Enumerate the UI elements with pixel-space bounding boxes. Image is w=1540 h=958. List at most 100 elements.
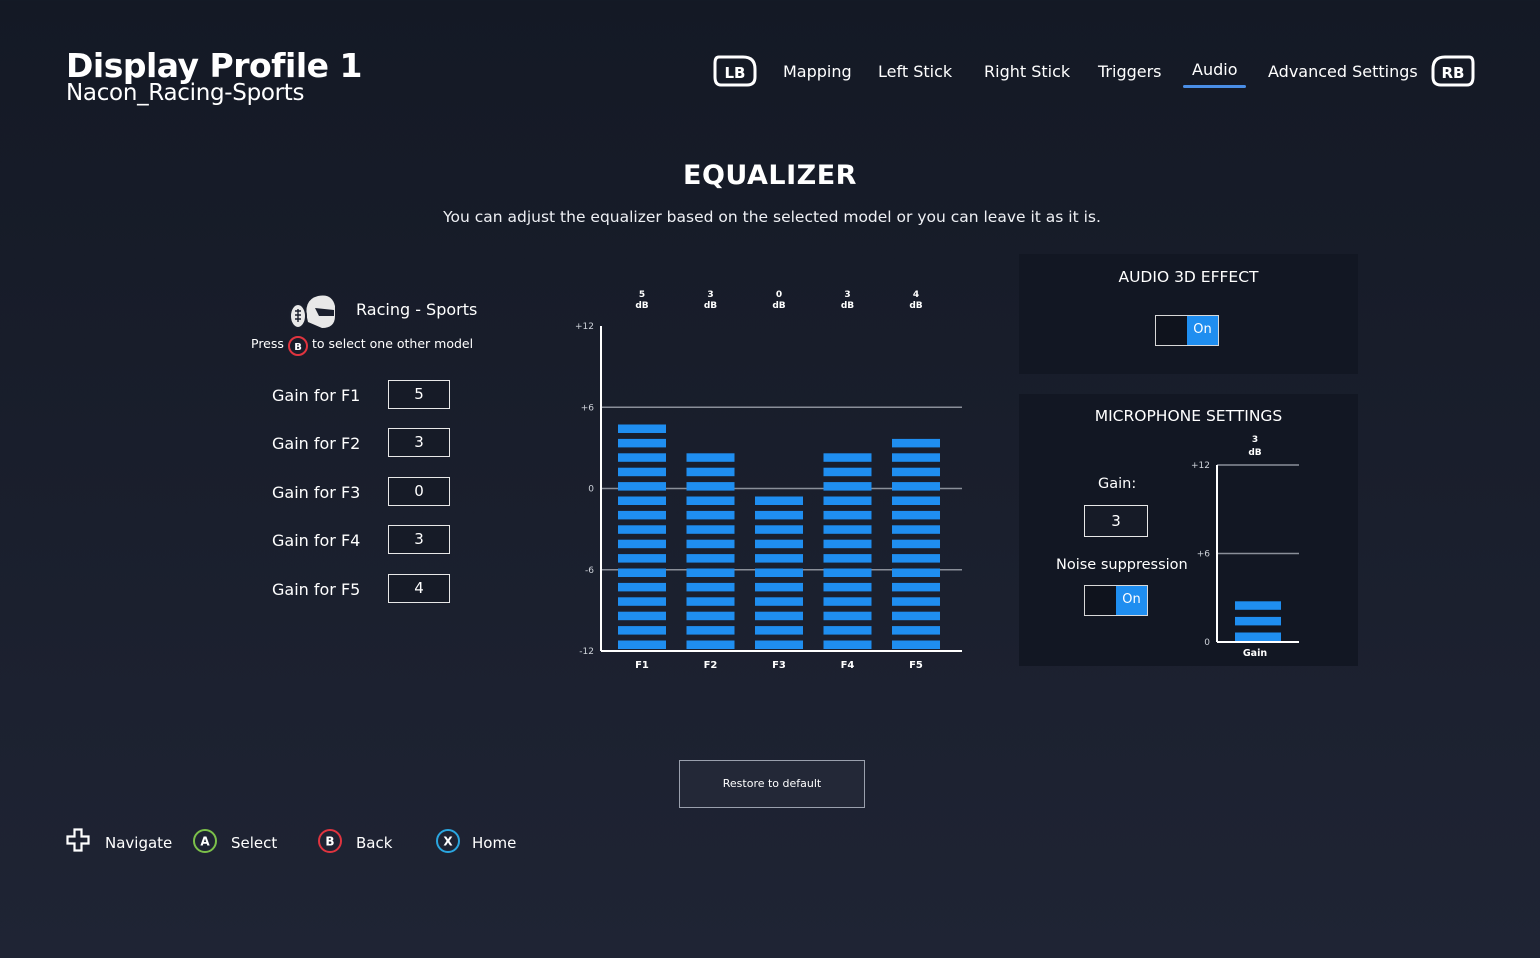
gain-f1-input[interactable]: 5 <box>388 380 450 409</box>
gain-f5-label: Gain for F5 <box>272 580 361 599</box>
eq-bar-segment-f3 <box>755 626 803 635</box>
eq-bar-segment-f2 <box>686 467 735 477</box>
eq-bar-segment-f4 <box>823 496 872 505</box>
eq-bar-segment-f1 <box>618 424 666 433</box>
eq-bar-segment-f2 <box>686 568 735 577</box>
eq-bar-segment-f1 <box>618 597 666 606</box>
eq-value-label-f2: 3 <box>707 290 713 300</box>
eq-bar-segment-f1 <box>618 611 666 621</box>
noise-suppression-label: Noise suppression <box>1056 557 1188 573</box>
eq-bar-segment-f3 <box>755 582 803 592</box>
gain-f2-input[interactable]: 3 <box>388 428 450 457</box>
eq-bar-segment-f3 <box>755 568 803 577</box>
eq-bar-segment-f3 <box>755 539 803 549</box>
lb-bumper-icon[interactable]: LB <box>713 55 757 87</box>
eq-value-unit-f4: dB <box>841 301 854 311</box>
audio-3d-title: AUDIO 3D EFFECT <box>1118 268 1259 286</box>
eq-bar-segment-f5 <box>892 568 940 577</box>
mic-value-label: 3 <box>1252 435 1258 445</box>
eq-bar-segment-f3 <box>755 496 803 505</box>
eq-bar-segment-f1 <box>618 626 666 635</box>
mic-gain-chart: +12 +6 0 3 dB Gain <box>1191 435 1299 659</box>
eq-bar-segment-f2 <box>686 453 735 462</box>
restore-default-button[interactable]: Restore to default <box>679 760 865 808</box>
eq-bar-segment-f3 <box>755 611 803 621</box>
mic-bar-segment <box>1235 601 1281 610</box>
eq-bar-segment-f1 <box>618 482 666 491</box>
eq-value-label-f5: 4 <box>913 290 919 300</box>
eq-bar-segment-f4 <box>823 611 872 621</box>
mic-category-label: Gain <box>1243 648 1267 659</box>
b-button-icon: B <box>288 336 308 356</box>
gain-f1-label: Gain for F1 <box>272 386 361 405</box>
eq-value-unit-f5: dB <box>909 301 922 311</box>
select-hint: Select <box>231 834 278 852</box>
mic-bar-segment <box>1235 616 1281 626</box>
profile-title: Display Profile 1 <box>66 46 362 85</box>
a-button-label: A <box>200 835 210 849</box>
eq-bar-segment-f2 <box>686 626 735 635</box>
mic-y-tick-label: +6 <box>1197 550 1211 560</box>
mic-y-tick-label: 0 <box>1204 638 1210 648</box>
eq-value-unit-f1: dB <box>635 301 648 311</box>
tab-audio[interactable]: Audio <box>1182 60 1248 88</box>
eq-bar-segment-f4 <box>823 482 872 491</box>
press-prefix: Press <box>251 336 284 351</box>
eq-bar-segment-f3 <box>755 597 803 606</box>
tab-left-stick[interactable]: Left Stick <box>878 62 953 81</box>
eq-bar-segment-f1 <box>618 496 666 505</box>
eq-bar-segment-f5 <box>892 640 940 649</box>
noise-suppression-toggle-label: On <box>1116 586 1147 615</box>
gain-f5-input[interactable]: 4 <box>388 574 450 603</box>
equalizer-description: You can adjust the equalizer based on th… <box>443 208 1101 226</box>
eq-category-label-f1: F1 <box>635 660 649 671</box>
eq-bar-segment-f1 <box>618 438 666 448</box>
tab-triggers[interactable]: Triggers <box>1098 62 1162 81</box>
eq-bar-segment-f4 <box>823 597 872 606</box>
eq-y-tick-label: 0 <box>588 485 594 495</box>
tab-mapping[interactable]: Mapping <box>783 62 852 81</box>
audio-3d-toggle[interactable]: On <box>1155 315 1219 346</box>
noise-suppression-toggle[interactable]: On <box>1084 585 1148 616</box>
eq-bar-segment-f2 <box>686 539 735 549</box>
eq-bar-segment-f4 <box>823 626 872 635</box>
eq-bar-segment-f5 <box>892 496 940 505</box>
eq-y-tick-label: +12 <box>575 322 594 332</box>
gain-f3-input[interactable]: 0 <box>388 477 450 506</box>
eq-bar-segment-f4 <box>823 525 872 534</box>
eq-y-tick-label: -12 <box>579 647 594 657</box>
mic-gain-input[interactable]: 3 <box>1084 505 1148 537</box>
eq-bar-segment-f1 <box>618 554 666 563</box>
mic-gain-label: Gain: <box>1098 476 1137 492</box>
eq-bar-segment-f5 <box>892 539 940 549</box>
gain-f4-input[interactable]: 3 <box>388 525 450 554</box>
a-button-icon: A <box>193 829 217 853</box>
eq-bar-segment-f5 <box>892 467 940 477</box>
eq-y-tick-label: -6 <box>585 566 594 576</box>
eq-value-label-f1: 5 <box>639 290 645 300</box>
eq-bar-segment-f5 <box>892 582 940 592</box>
eq-value-label-f3: 0 <box>776 290 782 300</box>
eq-value-unit-f3: dB <box>772 301 785 311</box>
profile-subtitle: Nacon_Racing-Sports <box>66 80 305 106</box>
eq-bar-segment-f2 <box>686 640 735 649</box>
b-button-footer-label: B <box>325 835 334 849</box>
tab-right-stick[interactable]: Right Stick <box>984 62 1071 81</box>
eq-bar-segment-f2 <box>686 496 735 505</box>
eq-bar-segment-f2 <box>686 525 735 534</box>
tab-advanced-settings[interactable]: Advanced Settings <box>1268 62 1418 81</box>
rb-bumper-icon[interactable]: RB <box>1431 55 1475 87</box>
eq-bar-segment-f3 <box>755 510 803 520</box>
back-hint: Back <box>356 834 393 852</box>
eq-value-unit-f2: dB <box>704 301 717 311</box>
eq-bar-segment-f4 <box>823 453 872 462</box>
eq-category-label-f5: F5 <box>909 660 923 671</box>
eq-bar-segment-f5 <box>892 525 940 534</box>
eq-category-label-f3: F3 <box>772 660 786 671</box>
mic-y-tick-label: +12 <box>1191 461 1210 471</box>
helmet-ball-icon <box>289 295 335 329</box>
eq-bar-segment-f2 <box>686 482 735 491</box>
eq-bar-segment-f5 <box>892 554 940 563</box>
b-button-label: B <box>294 342 302 353</box>
eq-bar-segment-f4 <box>823 467 872 477</box>
